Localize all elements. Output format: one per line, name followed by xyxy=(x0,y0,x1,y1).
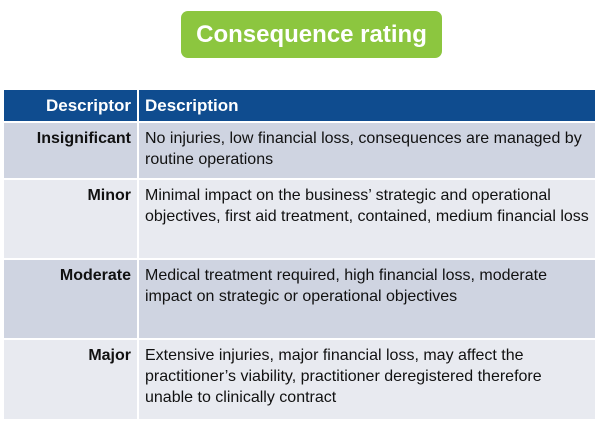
description-cell: No injuries, low financial loss, consequ… xyxy=(138,121,595,179)
descriptor-cell: Moderate xyxy=(4,258,139,339)
consequence-table: Descriptor Description Insignificant No … xyxy=(4,90,595,419)
descriptor-cell: Minor xyxy=(4,178,139,259)
descriptor-cell: Major xyxy=(4,338,139,419)
page-title: Consequence rating xyxy=(196,20,427,48)
table-row: Minor Minimal impact on the business’ st… xyxy=(4,178,595,259)
header-description: Description xyxy=(138,90,595,122)
table-row: Major Extensive injuries, major financia… xyxy=(4,338,595,419)
title-banner: Consequence rating xyxy=(181,11,442,58)
table-row: Moderate Medical treatment required, hig… xyxy=(4,258,595,339)
table-row: Insignificant No injuries, low financial… xyxy=(4,121,595,179)
table-header-row: Descriptor Description xyxy=(4,90,595,122)
descriptor-cell: Insignificant xyxy=(4,121,139,179)
description-cell: Extensive injuries, major financial loss… xyxy=(138,338,595,419)
header-descriptor: Descriptor xyxy=(4,90,139,122)
description-cell: Medical treatment required, high financi… xyxy=(138,258,595,339)
description-cell: Minimal impact on the business’ strategi… xyxy=(138,178,595,259)
